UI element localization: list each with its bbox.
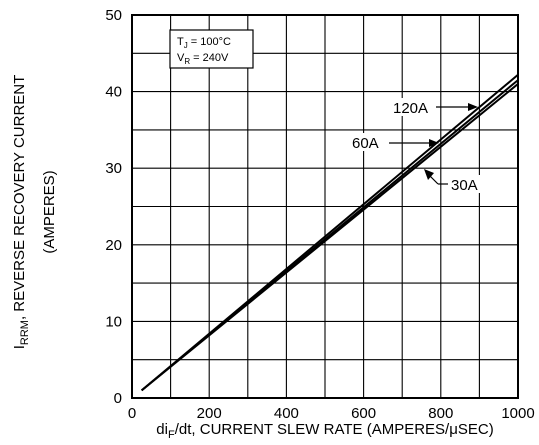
series-group bbox=[141, 73, 519, 392]
condition-tj: TJ = 100°C bbox=[177, 36, 231, 50]
condition-vr: VR = 240V bbox=[177, 52, 229, 66]
annotations: 120A 60A 30A bbox=[350, 98, 485, 194]
x-tick-label: 200 bbox=[197, 405, 222, 422]
x-tick-label: 600 bbox=[351, 405, 376, 422]
conditions-box-frame bbox=[169, 29, 254, 69]
y-tick-label: 50 bbox=[105, 7, 122, 24]
annotation-60a-bg bbox=[350, 133, 386, 151]
y-tick-label: 10 bbox=[105, 313, 122, 330]
x-tick-label: 0 bbox=[128, 405, 136, 422]
y-tick-label: 30 bbox=[105, 160, 122, 177]
y-tick-label: 40 bbox=[105, 84, 122, 101]
y-tick-label: 0 bbox=[114, 390, 122, 407]
y-axis-title-line2: (AMPERES) bbox=[41, 170, 58, 253]
x-tick-label: 800 bbox=[428, 405, 453, 422]
plot-frame bbox=[131, 14, 519, 399]
annotation-60a-arrowhead bbox=[429, 139, 439, 147]
y-tick-label: 20 bbox=[105, 237, 122, 254]
x-tick-label: 1000 bbox=[501, 405, 534, 422]
annotation-30a-bg bbox=[449, 175, 485, 193]
conditions-box: TJ = 100°C VR = 240V bbox=[169, 29, 254, 69]
annotation-60a: 60A bbox=[352, 135, 379, 152]
annotation-120a-arrowhead bbox=[468, 103, 478, 111]
annotation-30a-arrowhead bbox=[424, 169, 434, 180]
y-tick-labels: 0 10 20 30 40 50 bbox=[105, 7, 122, 407]
grid bbox=[132, 15, 518, 398]
annotation-30a: 30A bbox=[451, 177, 478, 194]
x-axis-title: diF/dt, CURRENT SLEW RATE (AMPERES/μSEC) bbox=[156, 421, 493, 441]
y-axis-title: IRRM, REVERSE RECOVERY CURRENT bbox=[11, 75, 31, 350]
annotation-120a: 120A bbox=[393, 100, 428, 117]
annotation-120a-bg bbox=[391, 98, 433, 116]
x-tick-labels: 0 200 400 600 800 1000 bbox=[128, 405, 535, 422]
annotation-30a-arrow-line bbox=[429, 175, 439, 185]
x-tick-label: 400 bbox=[274, 405, 299, 422]
series-line-30a bbox=[141, 83, 519, 392]
